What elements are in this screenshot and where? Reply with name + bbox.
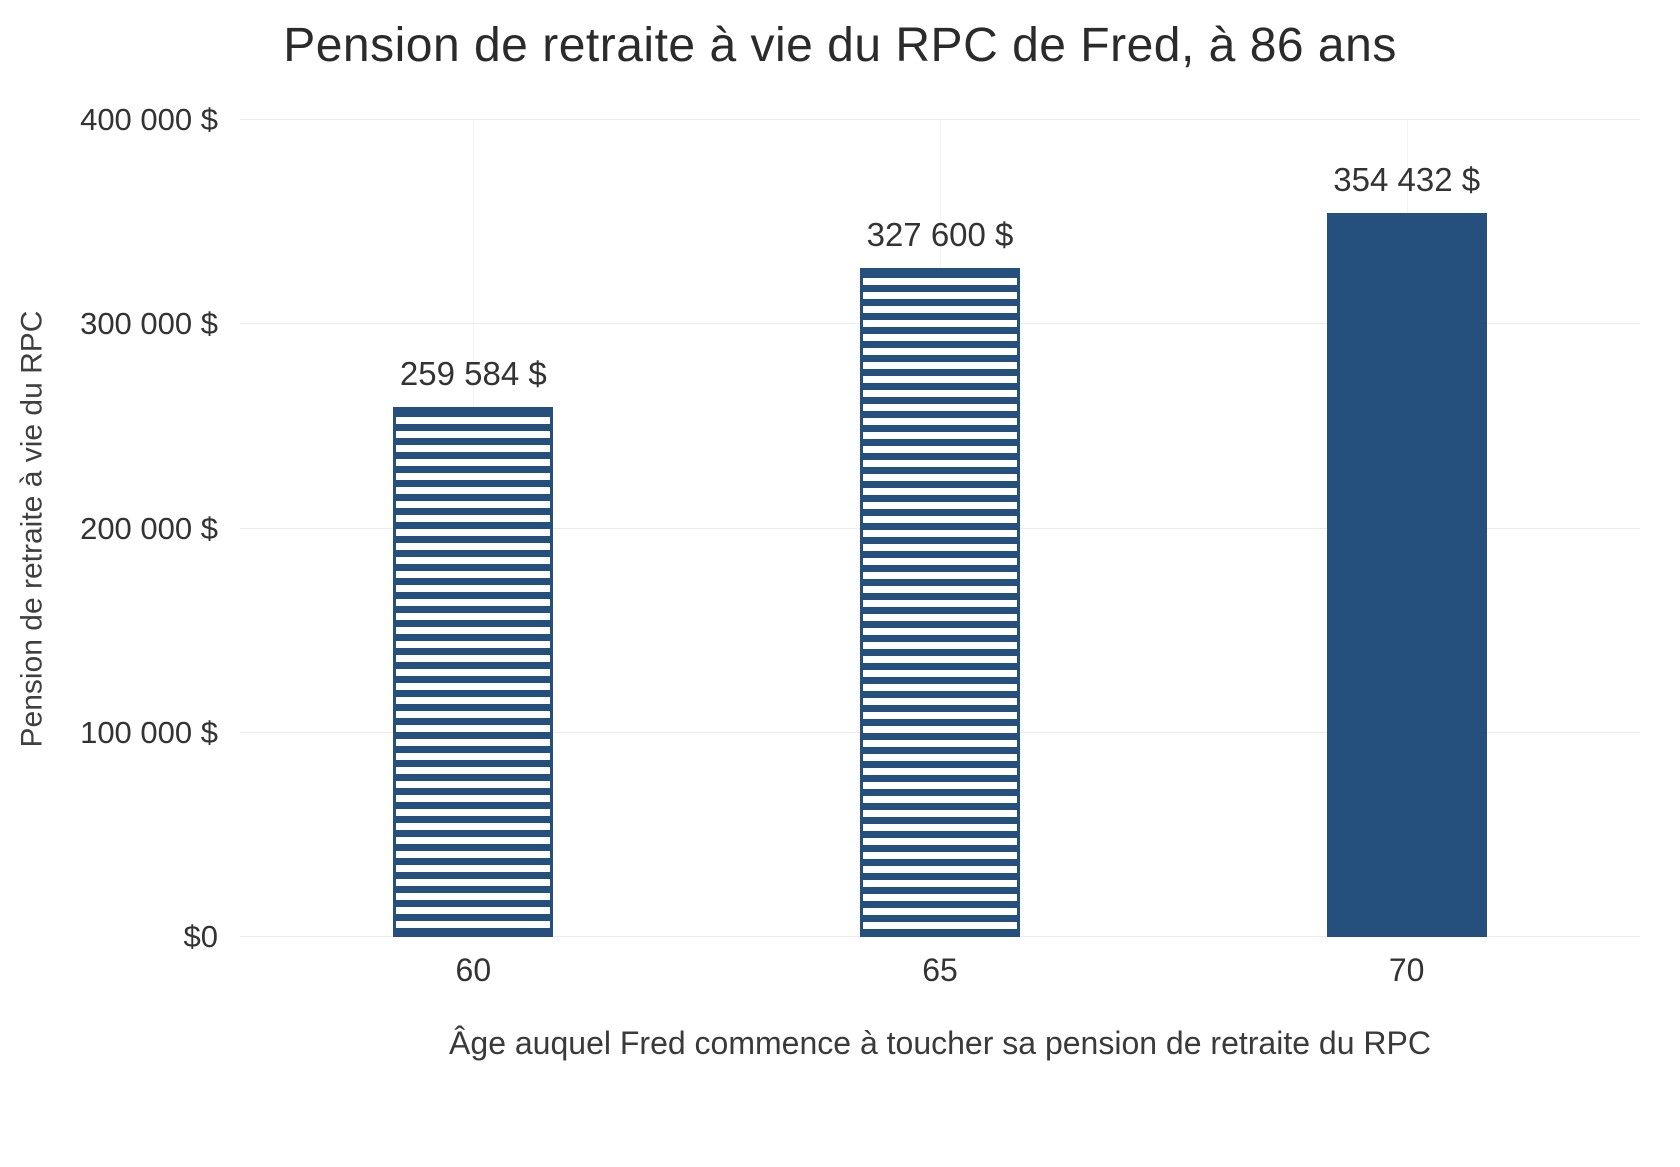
bar-value-label: 259 584 $ (399, 354, 547, 392)
bar-65 (860, 267, 1020, 937)
bar-slots: 259 584 $ 327 600 $ 354 432 $ (240, 120, 1640, 937)
x-tick-label: 70 (1388, 952, 1425, 988)
bar-slot: 354 432 $ (1173, 120, 1640, 937)
x-axis-title: Âge auquel Fred commence à toucher sa pe… (449, 1025, 1431, 1061)
bar-value-label: 327 600 $ (866, 215, 1014, 253)
y-tick-label: 400 000 $ (80, 102, 218, 137)
bar-value-label: 354 432 $ (1333, 161, 1481, 199)
bar-60 (393, 406, 554, 937)
y-gridline (240, 119, 1640, 120)
x-tick-label: 60 (455, 952, 492, 988)
y-tick-label: 300 000 $ (80, 306, 218, 342)
bar-70 (1326, 213, 1487, 937)
y-tick-label: 100 000 $ (80, 714, 218, 750)
chart-title: Pension de retraite à vie du RPC de Fred… (283, 19, 1397, 72)
bar-slot: 259 584 $ (240, 120, 707, 937)
y-tick-label: $0 (183, 919, 218, 954)
y-axis-ticks: $0 100 000 $ 200 000 $ 300 000 $ 400 000 $ (0, 102, 228, 954)
bar-slot: 327 600 $ (707, 120, 1174, 937)
y-tick-label: 200 000 $ (80, 510, 218, 546)
x-tick-label: 65 (922, 952, 958, 988)
x-axis-ticks: 60 65 70 (240, 952, 1640, 989)
plot-area: 259 584 $ 327 600 $ 354 432 $ (240, 119, 1640, 937)
